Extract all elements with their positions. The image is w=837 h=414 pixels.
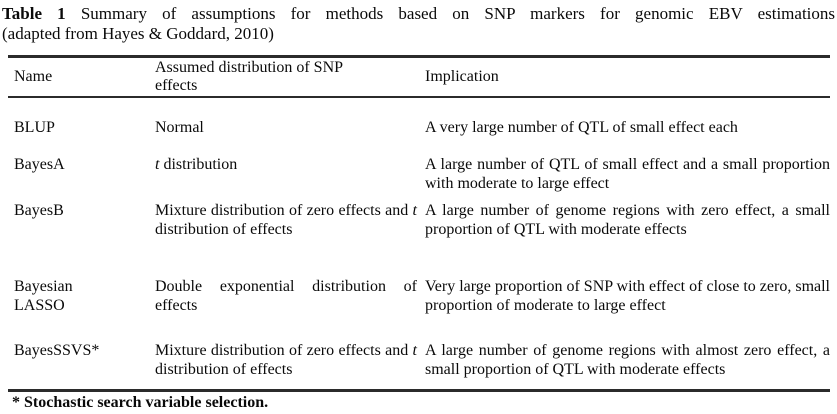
caption-label: Table 1	[2, 4, 66, 23]
table-body: BLUP Normal A very large number of QTL o…	[8, 98, 830, 392]
method-name-cell: BayesSSVS*	[14, 342, 100, 359]
method-name-cell: BLUP	[14, 119, 55, 136]
distribution-cell: t distribution	[155, 156, 238, 173]
table-row: BayesB Mixture distribution of zero effe…	[8, 201, 830, 239]
distribution-cell: Double exponential distribution of effec…	[155, 278, 417, 314]
caption-source: (adapted from Hayes & Goddard, 2010)	[2, 24, 274, 43]
method-name-cell: BayesB	[14, 202, 64, 219]
paper-page: Table 1 Summary of assumptions for metho…	[0, 4, 837, 412]
table-row: BayesSSVS* Mixture distribution of zero …	[8, 341, 830, 379]
method-name-cell: BayesA	[14, 156, 65, 173]
col-header-distribution: Assumed distribution of SNP effects	[155, 59, 343, 94]
caption-title: Summary of assumptions for methods based…	[80, 4, 836, 23]
implication-cell: A large number of QTL of small effect an…	[425, 156, 830, 192]
table-row: BLUP Normal A very large number of QTL o…	[8, 118, 830, 137]
table-header-row: Name Assumed distribution of SNP effects…	[8, 55, 830, 98]
implication-cell: Very large proportion of SNP with effect…	[425, 278, 830, 314]
summary-table: Name Assumed distribution of SNP effects…	[8, 55, 830, 392]
table-caption: Table 1 Summary of assumptions for metho…	[2, 4, 835, 44]
table-row: BayesA t distribution A large number of …	[8, 155, 830, 193]
col-header-name: Name	[14, 68, 53, 85]
method-name-cell: Bayesian LASSO	[14, 278, 73, 314]
implication-cell: A large number of genome regions with al…	[425, 342, 830, 378]
col-header-implication: Implication	[425, 68, 499, 85]
table-footnote: * Stochastic search variable selection.	[12, 394, 269, 411]
caption-line1: Table 1 Summary of assumptions for metho…	[2, 4, 835, 24]
distribution-cell: Mixture distribution of zero effects and…	[155, 202, 417, 238]
table-row: Bayesian LASSO Double exponential distri…	[8, 277, 830, 315]
implication-cell: A very large number of QTL of small effe…	[425, 119, 738, 136]
implication-cell: A large number of genome regions with ze…	[425, 202, 830, 238]
distribution-cell: Normal	[155, 119, 204, 136]
distribution-cell: Mixture distribution of zero effects and…	[155, 342, 417, 378]
